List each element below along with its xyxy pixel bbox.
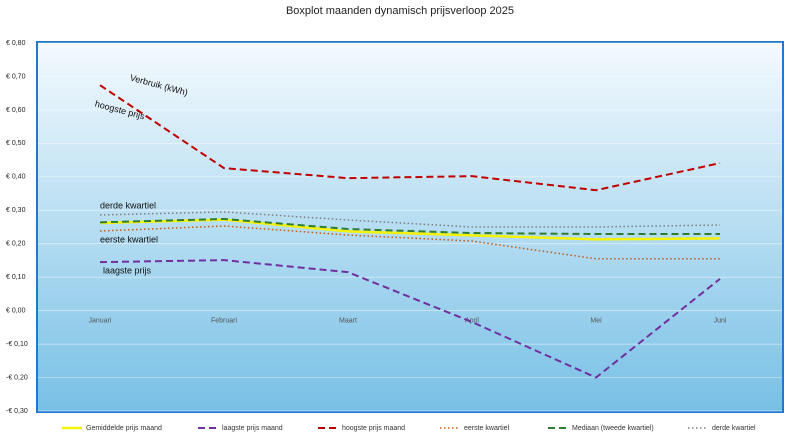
plot-area	[36, 41, 784, 413]
y-tick-label: € 0,10	[6, 274, 26, 281]
y-tick-label: € 0,20	[6, 241, 26, 248]
x-tick-label: Juni	[714, 317, 727, 324]
legend-label: Gemiddelde prijs maand	[86, 425, 162, 432]
y-tick-label: € 0,70	[6, 73, 26, 80]
annotation: laagste prijs	[103, 265, 152, 275]
x-tick-label: Mei	[590, 317, 602, 324]
y-tick-label: -€ 0,30	[6, 408, 28, 415]
x-tick-label: Januari	[89, 317, 112, 324]
y-tick-label: € 0,80	[6, 40, 26, 47]
y-tick-label: € 0,50	[6, 140, 26, 147]
legend-label: laagste prijs maand	[222, 425, 283, 432]
y-tick-label: -€ 0,20	[6, 374, 28, 381]
series-line	[99, 84, 721, 192]
legend-label: derde kwartiel	[712, 425, 756, 432]
series-line	[99, 259, 721, 379]
y-tick-label: € 0,40	[6, 174, 26, 181]
x-tick-label: April	[465, 317, 479, 324]
legend-label: eerste kwartiel	[464, 425, 510, 432]
y-tick-label: € 0,60	[6, 107, 26, 114]
series-line	[99, 211, 721, 228]
annotation: derde kwartiel	[100, 200, 156, 210]
x-tick-label: Februari	[211, 317, 238, 324]
x-tick-label: Maart	[339, 317, 357, 324]
series-line	[99, 217, 720, 236]
y-tick-label: -€ 0,10	[6, 341, 28, 348]
legend-label: hoogste prijs maand	[342, 425, 405, 432]
legend-label: Mediaan (tweede kwartiel)	[572, 425, 654, 432]
chart-title: Boxplot maanden dynamisch prijsverloop 2…	[286, 5, 514, 17]
y-tick-label: € 0,30	[6, 207, 26, 214]
annotation: eerste kwartiel	[100, 234, 158, 244]
y-tick-label: € 0,00	[6, 307, 26, 314]
